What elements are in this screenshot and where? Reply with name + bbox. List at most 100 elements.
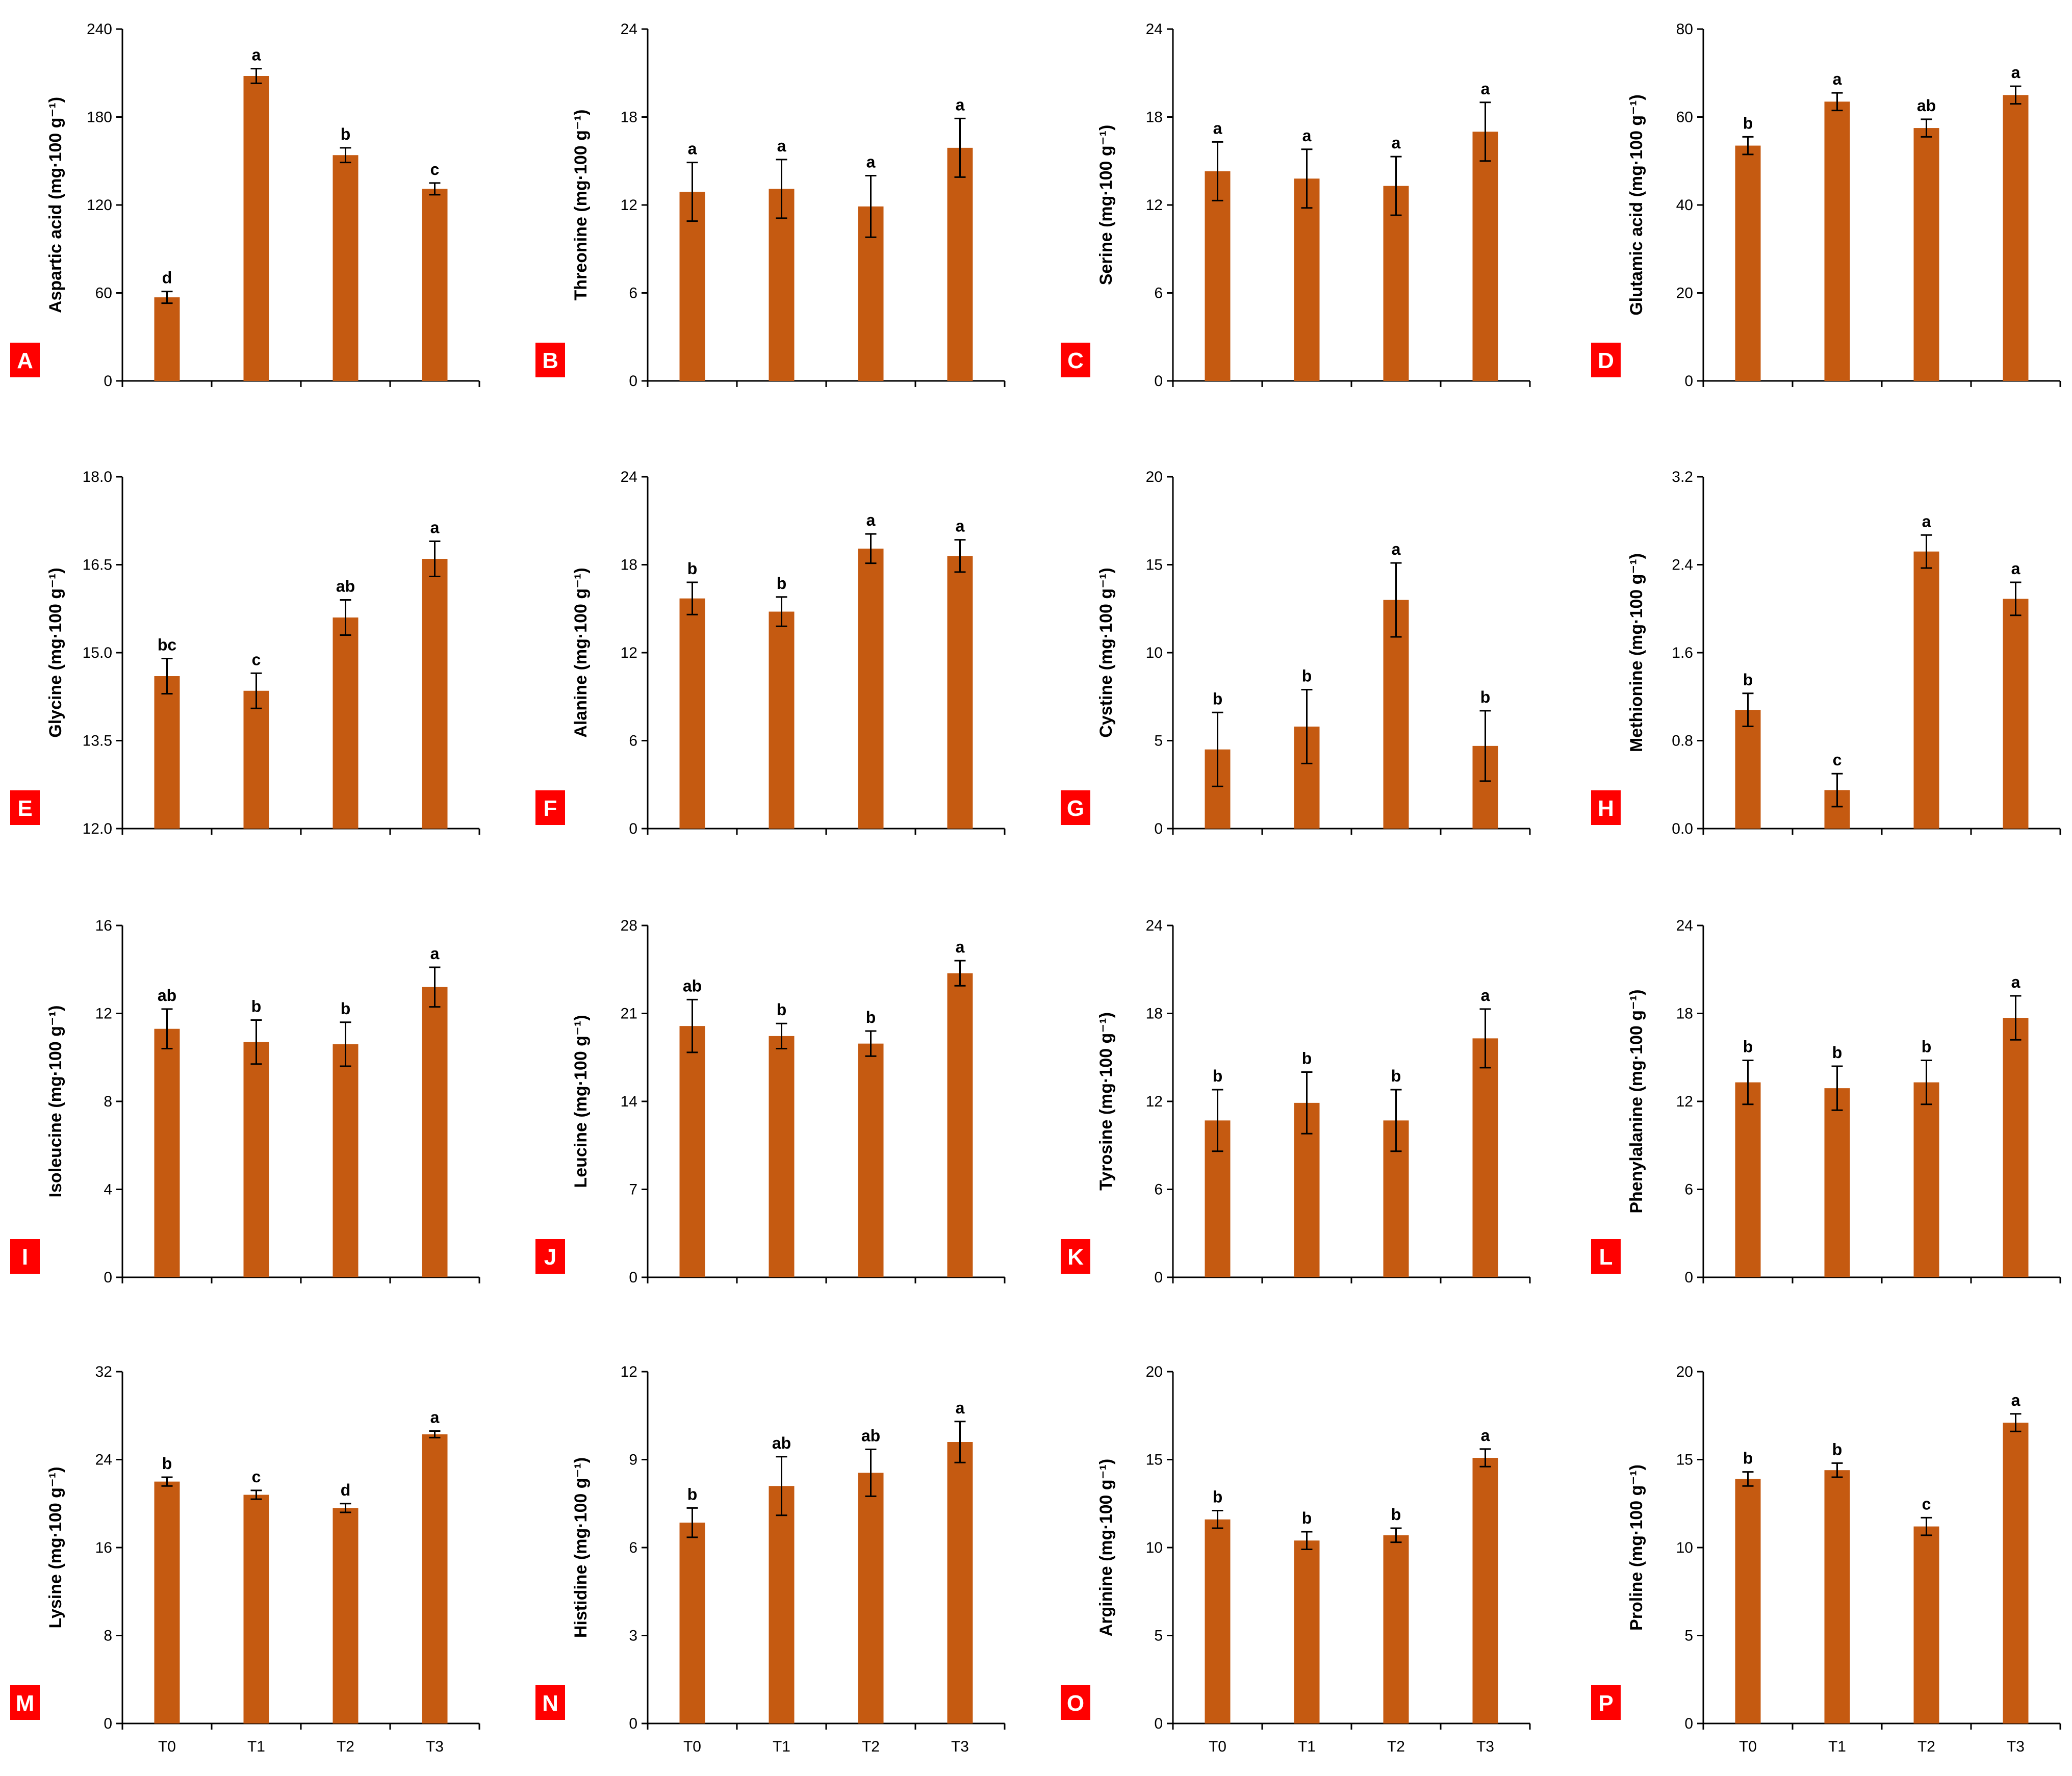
y-tick-label: 12	[95, 1006, 112, 1022]
significance-letter: a	[956, 517, 965, 535]
bar-t3	[947, 973, 973, 1277]
panel-letter: C	[1067, 348, 1084, 373]
significance-letter: a	[956, 1399, 965, 1417]
bar-t3	[2003, 1018, 2029, 1277]
y-tick-label: 20	[1676, 285, 1693, 302]
panel-e: 12.0 13.5 15.0 16.5 18.0 bc c ab a Glycine (mg·10…	[10, 469, 480, 837]
significance-letter: b	[687, 559, 698, 578]
panel-letter: B	[542, 348, 558, 373]
y-tick-label: 0	[1154, 1715, 1163, 1732]
bar-t1	[1294, 1540, 1320, 1723]
significance-letter: b	[777, 1000, 787, 1019]
category-label: T1	[1828, 1738, 1846, 1755]
y-tick-label: 20	[1146, 1363, 1163, 1380]
bar-t1	[243, 1495, 269, 1723]
significance-letter: a	[1481, 80, 1490, 98]
y-axis-title: Lysine (mg·100 g⁻¹)	[46, 1466, 65, 1628]
y-axis-title: Tyrosine (mg·100 g⁻¹)	[1096, 1012, 1116, 1191]
panel-letter-badge	[535, 1685, 565, 1720]
panel-p: 0 5 10 15 20 b b c a T0 T1 T2 T3 Proline (mg·100 g⁻¹)…	[1591, 1363, 2061, 1755]
significance-letter: a	[1833, 70, 1842, 88]
y-tick-label: 15	[1676, 1452, 1693, 1469]
significance-letter: ab	[683, 976, 702, 995]
bar-t0	[154, 297, 180, 381]
bar-t0	[1735, 710, 1761, 829]
y-tick-label: 0	[1154, 1269, 1163, 1286]
y-tick-label: 0	[1154, 820, 1163, 837]
y-tick-label: 15	[1146, 557, 1163, 574]
bar-t0	[1735, 145, 1761, 381]
panel-letter: J	[544, 1245, 556, 1270]
bar-t1	[1294, 178, 1320, 381]
y-tick-label: 13.5	[83, 733, 112, 750]
bar-t1	[769, 1036, 795, 1277]
bar-t3	[947, 1442, 973, 1723]
significance-letter: b	[1391, 1067, 1401, 1085]
significance-letter: a	[1922, 512, 1931, 530]
panel-letter: D	[1598, 348, 1614, 373]
significance-letter: ab	[861, 1426, 880, 1445]
y-tick-label: 16	[95, 1539, 112, 1556]
bar-t1	[769, 1486, 795, 1723]
bar-t3	[947, 556, 973, 829]
y-tick-label: 18	[621, 109, 637, 126]
y-tick-label: 0	[1684, 373, 1693, 390]
y-tick-label: 3.2	[1672, 469, 1693, 485]
panel-letter: F	[544, 796, 557, 821]
panel-letter-badge	[10, 343, 40, 377]
y-axis-title: Leucine (mg·100 g⁻¹)	[571, 1015, 591, 1188]
y-tick-label: 120	[87, 197, 112, 214]
y-tick-label: 12	[621, 645, 637, 661]
y-tick-label: 0	[1684, 1715, 1693, 1732]
y-tick-label: 6	[629, 285, 637, 302]
significance-letter: b	[1302, 1049, 1312, 1068]
panel-letter-badge	[1591, 1685, 1621, 1720]
bar-t0	[679, 1523, 705, 1723]
bar-t2	[332, 617, 359, 829]
bar-t0	[1205, 1519, 1231, 1723]
y-tick-label: 0	[1154, 373, 1163, 390]
panel-n: 0 3 6 9 12 b ab ab a T0 T1 T2 T3 Histidine (mg·100 g⁻…	[535, 1363, 1006, 1755]
panel-letter-badge	[1061, 1685, 1090, 1720]
bar-t2	[1913, 551, 1939, 829]
y-tick-label: 0.0	[1672, 820, 1693, 837]
y-tick-label: 18	[1146, 109, 1163, 126]
significance-letter: a	[956, 95, 965, 114]
y-axis-title: Alanine (mg·100 g⁻¹)	[571, 568, 591, 737]
panel-letter-badge	[1591, 343, 1621, 377]
y-tick-label: 8	[104, 1628, 112, 1644]
y-tick-label: 4	[104, 1181, 112, 1198]
panel-k: 0 6 12 18 24 b b b a Tyrosine (mg·100 g⁻¹) K	[1061, 917, 1531, 1286]
panel-letter: N	[542, 1691, 558, 1716]
significance-letter: a	[1481, 1426, 1490, 1445]
bar-t3	[2003, 1423, 2029, 1723]
significance-letter: b	[1480, 688, 1491, 706]
bar-t3	[947, 147, 973, 381]
panel-letter-badge	[1061, 1239, 1090, 1274]
bar-t3	[2003, 599, 2029, 829]
significance-letter: d	[162, 269, 172, 287]
panel-letter: G	[1067, 796, 1084, 821]
y-tick-label: 60	[1676, 109, 1693, 126]
bar-t1	[243, 690, 269, 829]
panel-letter: O	[1067, 1691, 1084, 1716]
significance-letter: b	[777, 574, 787, 593]
y-tick-label: 0	[629, 1269, 637, 1286]
bar-t2	[1383, 186, 1409, 381]
bar-t0	[154, 1028, 180, 1277]
significance-letter: b	[1743, 1449, 1753, 1468]
y-tick-label: 5	[1684, 1628, 1693, 1644]
bar-t0	[679, 598, 705, 829]
panel-i: 0 4 8 12 16 ab b b a Isoleucine (mg·100 g⁻¹) I	[10, 917, 480, 1286]
significance-letter: a	[1392, 540, 1401, 558]
bar-t0	[1735, 1082, 1761, 1277]
significance-letter: a	[1302, 126, 1312, 145]
significance-letter: b	[1743, 671, 1753, 689]
y-tick-label: 1.6	[1672, 645, 1693, 661]
y-tick-label: 240	[87, 21, 112, 38]
significance-letter: b	[687, 1485, 698, 1503]
panel-letter: H	[1598, 796, 1614, 821]
bar-t3	[422, 189, 448, 381]
panel-letter-badge	[1061, 790, 1090, 825]
